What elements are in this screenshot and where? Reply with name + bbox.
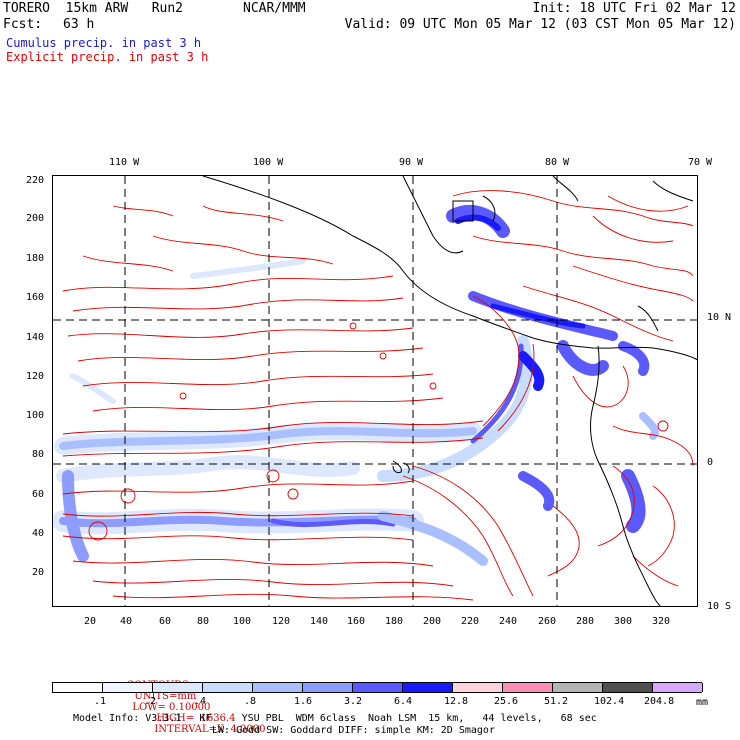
colorbar-label: 12.8 (444, 696, 469, 707)
x-label: 60 (159, 616, 172, 627)
x-label: 140 (310, 616, 329, 627)
lon-label-110w: 110 W (109, 157, 140, 168)
colorbar-swatch (653, 683, 703, 692)
colorbar-label: 51.2 (544, 696, 569, 707)
x-label: 100 (233, 616, 252, 627)
lat-lon-grid (53, 176, 697, 606)
x-label: 320 (652, 616, 671, 627)
explicit-legend: Explicit precip. in past 3 h (6, 50, 209, 64)
x-label: 80 (197, 616, 210, 627)
colorbar-label: 1.6 (294, 696, 313, 707)
colorbar-swatch (553, 683, 603, 692)
x-label: 200 (423, 616, 442, 627)
colorbar-label: .4 (194, 696, 207, 707)
y-label: 120 (26, 371, 45, 382)
x-label: 300 (614, 616, 633, 627)
y-label: 60 (32, 489, 45, 500)
x-label: 120 (272, 616, 291, 627)
colorbar-swatch (53, 683, 103, 692)
y-label: 160 (26, 292, 45, 303)
cumulus-shading (53, 205, 659, 566)
colorbar-label: 102.4 (594, 696, 625, 707)
y-label: 20 (32, 567, 45, 578)
colorbar-swatch (203, 683, 253, 692)
y-label: 80 (32, 449, 45, 460)
contour-interval: INTERVAL=X 4.0000 (154, 724, 266, 735)
model-info-line2: LW: Godd SW: Goddard DIFF: simple KM: 2D… (212, 725, 495, 736)
forecast-label: Fcst: (3, 17, 43, 32)
colorbar-swatch (353, 683, 403, 692)
precip-map-panel (52, 175, 698, 607)
lon-label-90w: 90 W (399, 157, 424, 168)
y-label: 140 (26, 332, 45, 343)
lon-label-80w: 80 W (545, 157, 570, 168)
x-label: 160 (347, 616, 366, 627)
model-info-line1: Model Info: V3.3.1 KF YSU PBL WDM 6class… (73, 713, 597, 724)
colorbar-label: 6.4 (394, 696, 413, 707)
colorbar-swatch (453, 683, 503, 692)
colorbar-label: 3.2 (344, 696, 363, 707)
model-title: TORERO 15km ARW Run2 (3, 1, 184, 16)
explicit-contours (62, 190, 694, 601)
colorbar-swatch (503, 683, 553, 692)
precip-map (53, 176, 697, 606)
cumulus-legend: Cumulus precip. in past 3 h (6, 36, 202, 50)
colorbar-swatch (303, 683, 353, 692)
init-time: Init: 18 UTC Fri 02 Mar 12 (532, 1, 737, 16)
lat-label-10s: 10 S (707, 601, 732, 612)
x-label: 20 (84, 616, 97, 627)
lat-label-0: 0 (707, 457, 714, 468)
y-label: 100 (26, 410, 45, 421)
lon-label-100w: 100 W (253, 157, 284, 168)
valid-time: Valid: 09 UTC Mon 05 Mar 12 (03 CST Mon … (344, 17, 736, 32)
contour-high: HIGH= 1636.4 (156, 713, 236, 724)
x-label: 280 (576, 616, 595, 627)
colorbar-swatch (253, 683, 303, 692)
colorbar-label: .2 (144, 696, 157, 707)
x-label: 40 (120, 616, 133, 627)
colorbar-label: 204.8 (644, 696, 675, 707)
contour-low: LOW= 0.10000 (132, 702, 211, 713)
y-label: 200 (26, 213, 45, 224)
colorbar-swatch (403, 683, 453, 692)
colorbar-unit: mm (696, 697, 709, 708)
x-label: 220 (461, 616, 480, 627)
colorbar-label: .8 (244, 696, 257, 707)
y-label: 180 (26, 253, 45, 264)
y-label: 220 (26, 175, 45, 186)
x-label: 260 (538, 616, 557, 627)
org-label: NCAR/MMM (243, 1, 306, 16)
colorbar-swatch (603, 683, 653, 692)
x-label: 240 (499, 616, 518, 627)
lat-label-10n: 10 N (707, 312, 732, 323)
precip-colorbar (52, 682, 703, 693)
y-label: 40 (32, 528, 45, 539)
contour-units: UNITS=mm (134, 691, 197, 702)
colorbar-swatch (153, 683, 203, 692)
lon-label-70w: 70 W (688, 157, 713, 168)
colorbar-swatch (103, 683, 153, 692)
forecast-hours: 63 h (63, 17, 95, 32)
colorbar-label: .1 (94, 696, 107, 707)
x-label: 180 (385, 616, 404, 627)
colorbar-label: 25.6 (494, 696, 519, 707)
coastlines (202, 176, 697, 606)
